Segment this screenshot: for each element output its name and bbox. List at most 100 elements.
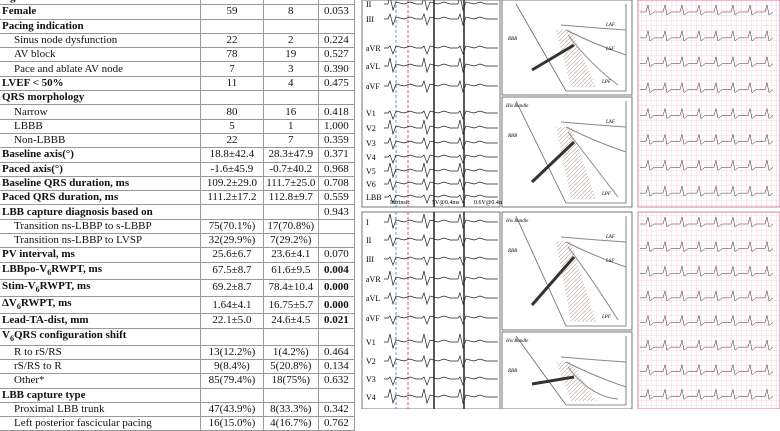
row-label: LBBpo-V6RWPT, ms xyxy=(0,262,201,280)
lead-label: aVR xyxy=(366,44,381,53)
table-cell xyxy=(318,233,356,249)
table-cell: 1 xyxy=(263,119,319,134)
table-cell: 16 xyxy=(263,104,319,120)
pacing-lead xyxy=(530,140,576,184)
table-cell: 5(20.8%) xyxy=(263,359,319,375)
table-row: Pacing indication xyxy=(0,19,356,34)
label-part: Stim-V xyxy=(2,279,36,292)
anatomy-label: LAF xyxy=(605,235,616,240)
table-cell: 61.6±9.5 xyxy=(263,262,319,280)
table-row: Baseline QRS duration, ms 109.2±29.0 111.7… xyxy=(0,176,356,192)
table-cell: 111.7±25.0 xyxy=(263,176,319,192)
table-row: LVEF < 50% 11 4 0.475 xyxy=(0,76,356,92)
lead-label: LBB xyxy=(366,193,382,202)
ecg-paper xyxy=(637,211,780,409)
table-cell xyxy=(318,328,356,346)
table-row: LBB capture diagnosis based on 0.943 xyxy=(0,204,356,220)
table-cell xyxy=(200,388,264,403)
table-cell: 7(29.2%) xyxy=(263,233,319,249)
table-row: rS/RS to R 9(8.4%) 5(20.8%) 0.134 xyxy=(0,359,356,375)
ecg-strip xyxy=(640,134,774,145)
table-cell: 7 xyxy=(263,133,319,149)
lead-label: V3 xyxy=(366,139,376,148)
anatomy-label: LAF xyxy=(605,23,616,28)
table-cell: 5 xyxy=(200,119,264,134)
table-cell: 112.8±9.7 xyxy=(263,190,319,206)
lead-label: III xyxy=(366,255,374,264)
anatomy-label: RBB xyxy=(507,37,517,42)
pacing-lead xyxy=(531,43,575,72)
table-cell: 32(29.9%) xyxy=(200,233,264,249)
lead-label: aVF xyxy=(366,82,380,91)
table-cell xyxy=(263,388,319,403)
table-cell: 0.342 xyxy=(318,402,356,418)
pacing-lead xyxy=(530,256,576,306)
row-label: ΔV6RWPT, ms xyxy=(0,296,201,315)
table-row: Other* 85(79.4%) 18(75%) 0.632 xyxy=(0,373,356,389)
ecg-trace xyxy=(384,315,498,325)
table-row: LBB capture type xyxy=(0,388,356,403)
table-cell: 67.8±12.7 xyxy=(263,0,319,6)
table-cell: 0.000 xyxy=(318,279,356,298)
ecg-trace xyxy=(384,270,498,287)
label-part: RWPT, ms xyxy=(51,262,102,275)
table-cell: 69.2±8.7 xyxy=(200,279,264,298)
table-cell xyxy=(263,204,319,220)
anatomy-label: RBB xyxy=(507,134,517,139)
table-row: AV block 78 19 0.527 xyxy=(0,47,356,63)
ecg-panel xyxy=(361,211,501,409)
ecg-trace xyxy=(384,388,498,405)
table-cell: 13(12.2%) xyxy=(200,345,264,360)
ecg-panel xyxy=(361,0,501,208)
row-label: Stim-V6RWPT, ms xyxy=(0,279,201,298)
lead-label: aVF xyxy=(366,314,380,323)
table-cell: 111.2±17.2 xyxy=(200,190,264,206)
lead-label: V2 xyxy=(366,357,376,366)
ecg-caption: 0.6V@0.4ms xyxy=(474,200,507,206)
anatomy-label: LPF xyxy=(601,80,612,85)
table-cell: 0.819 xyxy=(318,0,356,6)
table-cell: 9(8.4%) xyxy=(200,359,264,375)
fascicles xyxy=(560,24,627,86)
table-cell xyxy=(318,388,356,403)
table-cell xyxy=(263,19,319,34)
row-label: Female xyxy=(0,4,201,20)
lead-label: V3 xyxy=(366,375,376,384)
lead-label: aVL xyxy=(366,62,380,71)
table-cell: 109.2±29.0 xyxy=(200,176,264,192)
lbb-region xyxy=(556,127,596,199)
ecg-trace xyxy=(384,213,498,230)
table-cell: 24.6±4.5 xyxy=(263,313,319,329)
lead-label: II xyxy=(366,0,372,9)
table-row: Baseline axis(°) 18.8±42.4 28.3±47.9 0.371 xyxy=(0,147,356,163)
label-part: 6 xyxy=(47,267,52,277)
table-cell: 4 xyxy=(263,76,319,92)
table-row: Transition ns-LBBP to LVSP 32(29.9%) 7(29.… xyxy=(0,233,356,249)
septum xyxy=(515,3,627,92)
ecg-trace xyxy=(384,354,498,369)
table-cell: 0.943 xyxy=(318,204,356,220)
table-cell: 0.632 xyxy=(318,373,356,389)
table-row: Narrow 80 16 0.418 xyxy=(0,104,356,120)
ecg-trace xyxy=(384,57,498,74)
table-cell: 0.464 xyxy=(318,345,356,360)
lead-label: V2 xyxy=(366,124,376,133)
table-cell xyxy=(263,90,319,106)
table-cell: 78.4±10.4 xyxy=(263,279,319,298)
lead-label: V1 xyxy=(366,109,376,118)
table-cell: 1(4.2%) xyxy=(263,345,319,360)
table-cell: -0.7±40.2 xyxy=(263,162,319,177)
anatomy-label: LPF xyxy=(601,315,612,320)
label-part: RWPT, ms xyxy=(20,297,72,310)
ecg-caption: 5V@0.4ms xyxy=(432,200,460,206)
anatomy-label: LSF xyxy=(605,259,615,264)
table-row: ΔV6RWPT, ms 1.64±4.1 16.75±5.7 0.000 xyxy=(0,296,356,315)
table-cell: 0.762 xyxy=(318,416,356,431)
ecg-strip xyxy=(640,266,774,277)
row-label: Proximal LBB trunk xyxy=(0,402,201,418)
ecg-strip xyxy=(640,30,774,42)
anatomy-label: His Bundle xyxy=(505,219,529,224)
table-cell xyxy=(318,219,356,235)
row-label: Other* xyxy=(0,373,201,389)
table-row: LBBB 5 1 1.000 xyxy=(0,119,356,134)
